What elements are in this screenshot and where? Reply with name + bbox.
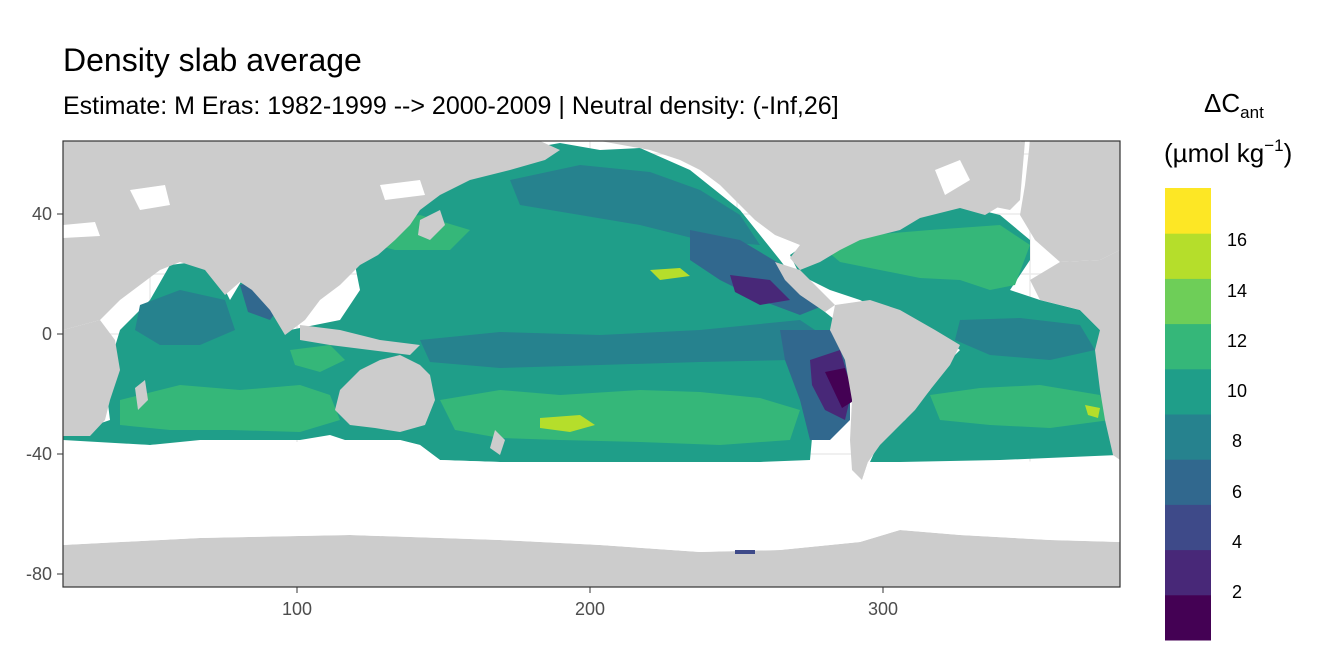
y-tick-label-minus80: -80	[26, 564, 52, 584]
legend-label-16: 16	[1227, 230, 1247, 250]
land-madagascar	[135, 380, 148, 410]
land-australia	[335, 355, 435, 432]
legend-swatch-1	[1165, 549, 1211, 596]
legend-swatch-9	[1165, 188, 1211, 234]
x-tick-label-300: 300	[868, 599, 898, 619]
land	[63, 141, 1120, 587]
band-mid-equatorial	[420, 320, 830, 368]
legend-swatch-4	[1165, 414, 1211, 460]
x-tick-label-200: 200	[575, 599, 605, 619]
legend-colorbar	[1165, 188, 1211, 641]
legend-swatch-2	[1165, 504, 1211, 551]
legend-swatch-0	[1165, 594, 1211, 641]
land-antarctica	[63, 530, 1120, 587]
no-data-north-1	[380, 180, 425, 200]
legend: ΔCant (µmol kg−1) 16 14 12 10 8 6 4 2	[1164, 88, 1292, 641]
legend-swatch-3	[1165, 459, 1211, 505]
legend-swatch-7	[1165, 278, 1211, 325]
legend-label-4: 4	[1232, 532, 1242, 552]
land-south-america	[830, 300, 960, 480]
y-tick-label-minus40: -40	[26, 444, 52, 464]
value-bands	[120, 215, 1110, 445]
no-data	[63, 160, 1120, 552]
no-data-north-2	[63, 222, 100, 238]
legend-label-10: 10	[1227, 381, 1247, 401]
x-tick-label-100: 100	[282, 599, 312, 619]
band-high-atlantic-north	[820, 225, 1030, 290]
plot-subtitle: Estimate: M Eras: 1982-1999 --> 2000-200…	[63, 92, 839, 120]
land-indonesia	[300, 325, 420, 355]
land-greenland	[985, 141, 1025, 210]
legend-label-8: 8	[1232, 431, 1242, 451]
land-north-america	[600, 141, 1020, 270]
land-europe-east	[1020, 141, 1120, 262]
legend-swatch-5	[1165, 368, 1211, 415]
x-axis: 100 200 300	[282, 587, 898, 619]
y-tick-label-40: 40	[32, 204, 52, 224]
panel-border	[62, 140, 1121, 588]
no-data-southern-ocean	[63, 440, 1120, 552]
band-very-high-3	[1085, 405, 1100, 418]
band-very-low-1	[825, 368, 855, 408]
band-high-atlantic-south	[930, 385, 1110, 428]
band-high-indian-east	[290, 345, 345, 372]
plot-title: Density slab average	[63, 42, 362, 78]
legend-title-line1: ΔCant	[1204, 88, 1264, 122]
band-low-east-pacific-north	[690, 230, 825, 315]
antarctic-coastal-data	[735, 550, 755, 554]
legend-label-12: 12	[1227, 331, 1247, 351]
legend-label-6: 6	[1232, 482, 1242, 502]
no-data-caspian	[130, 185, 170, 210]
land-africa-east	[1030, 250, 1120, 460]
y-axis: 40 0 -40 -80	[26, 204, 63, 584]
land-japan	[418, 210, 445, 240]
band-very-low-2	[730, 275, 790, 305]
band-mid-arabian	[135, 290, 235, 345]
legend-swatch-8	[1165, 233, 1211, 279]
land-africa	[63, 320, 120, 436]
no-data-hudson	[935, 160, 970, 195]
land-eurasia	[63, 141, 560, 335]
legend-label-14: 14	[1227, 281, 1247, 301]
land-central-america	[775, 262, 835, 312]
band-high-indian-south	[120, 385, 340, 432]
legend-swatch-6	[1165, 323, 1211, 370]
band-mid-equatorial-atlantic	[955, 318, 1095, 360]
y-tick-label-0: 0	[42, 324, 52, 344]
legend-label-2: 2	[1232, 582, 1242, 602]
band-mid-north-pacific	[510, 165, 760, 245]
band-high-south-pacific	[440, 390, 800, 445]
legend-title-line2: (µmol kg−1)	[1164, 136, 1292, 168]
land-new-zealand	[490, 430, 505, 455]
band-very-high-1	[540, 415, 595, 432]
band-very-high-2	[650, 268, 690, 280]
